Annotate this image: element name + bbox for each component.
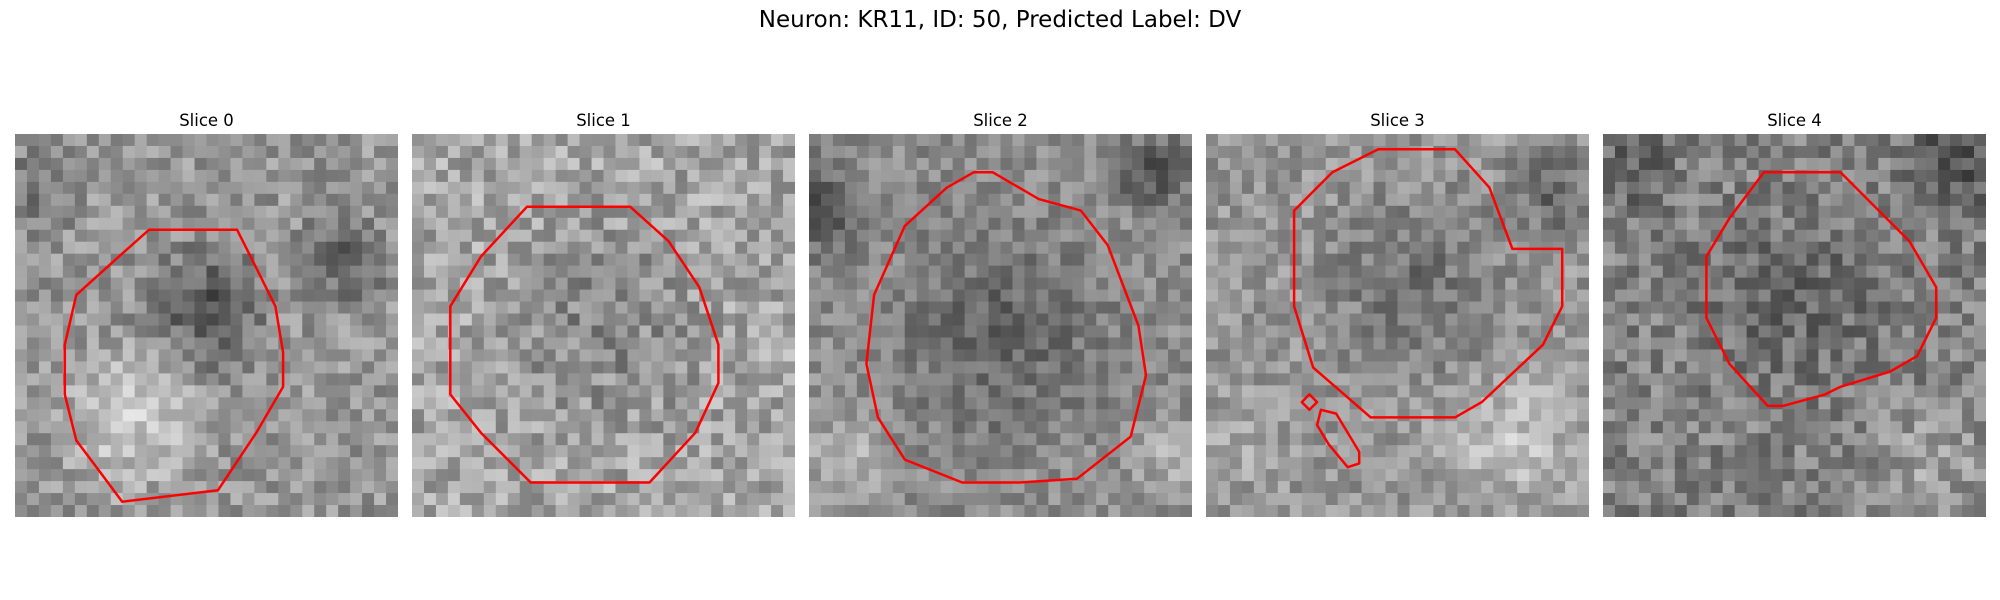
slice-panel-0: Slice 0 <box>15 108 398 517</box>
slice-title: Slice 3 <box>1370 111 1425 130</box>
slice-image <box>809 134 1192 517</box>
roi-contour <box>1705 171 1938 408</box>
slice-panel-1: Slice 1 <box>412 108 795 517</box>
roi-contour <box>63 228 285 503</box>
slice-title: Slice 2 <box>973 111 1028 130</box>
slice-title: Slice 1 <box>576 111 631 130</box>
roi-contour <box>1292 148 1564 419</box>
slice-image <box>15 134 398 517</box>
roi-contour <box>865 171 1148 484</box>
slice-panel-4: Slice 4 <box>1603 108 1986 517</box>
slice-panel-2: Slice 2 <box>809 108 1192 517</box>
slice-image <box>412 134 795 517</box>
slice-image <box>1206 134 1589 517</box>
slice-title: Slice 4 <box>1767 111 1822 130</box>
slice-image <box>1603 134 1986 517</box>
roi-contour <box>1300 393 1319 412</box>
slice-panel-3: Slice 3 <box>1206 108 1589 517</box>
figure-title: Neuron: KR11, ID: 50, Predicted Label: D… <box>758 7 1242 33</box>
roi-contour <box>1315 408 1361 469</box>
roi-contour <box>449 205 720 484</box>
slice-title: Slice 0 <box>179 111 234 130</box>
